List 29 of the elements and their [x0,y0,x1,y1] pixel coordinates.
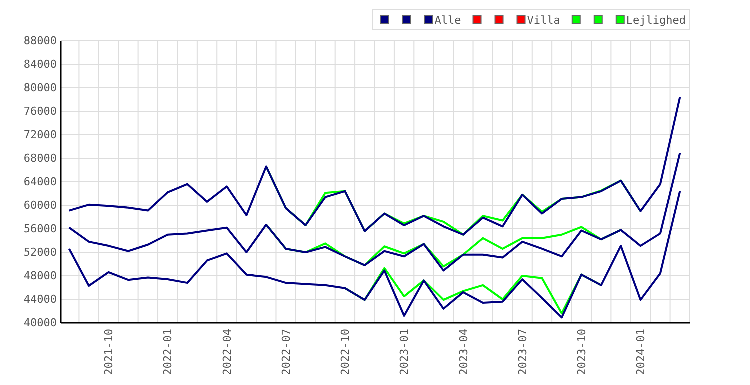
line-series [68,96,682,236]
x-tick-label: 2022-01 [162,329,175,376]
y-tick-label: 72000 [24,128,57,142]
y-tick-label: 88000 [24,34,57,48]
line-series [68,190,682,319]
y-tick-label: 68000 [24,152,57,166]
x-tick-label: 2023-10 [575,329,588,376]
y-tick-label: 84000 [24,58,57,72]
y-tick-label: 52000 [24,246,57,260]
y-tick-label: 44000 [24,293,57,306]
x-tick-label: 2022-04 [220,328,234,376]
y-tick-label: 64000 [24,176,57,189]
y-tick-label: 40000 [24,316,57,330]
x-tick-label: 2022-10 [339,329,352,376]
legend-label: Alle [434,14,462,27]
y-tick-label: 48000 [24,270,57,283]
legend-label: Villa [527,14,560,27]
legend-label: Lejlighed [626,14,686,27]
y-tick-label: 60000 [24,199,57,212]
x-tick-label: 2023-07 [516,329,530,376]
x-tick-label: 2021-10 [102,329,116,376]
y-tick-label: 80000 [24,82,57,95]
y-tick-label: 76000 [24,105,57,118]
line-series [68,152,682,272]
x-tick-label: 2024-01 [634,329,648,376]
y-tick-label: 56000 [24,222,57,236]
x-tick-label: 2023-01 [398,329,412,376]
x-tick-label: 2022-07 [280,329,293,376]
x-tick-label: 2023-04 [457,328,470,376]
